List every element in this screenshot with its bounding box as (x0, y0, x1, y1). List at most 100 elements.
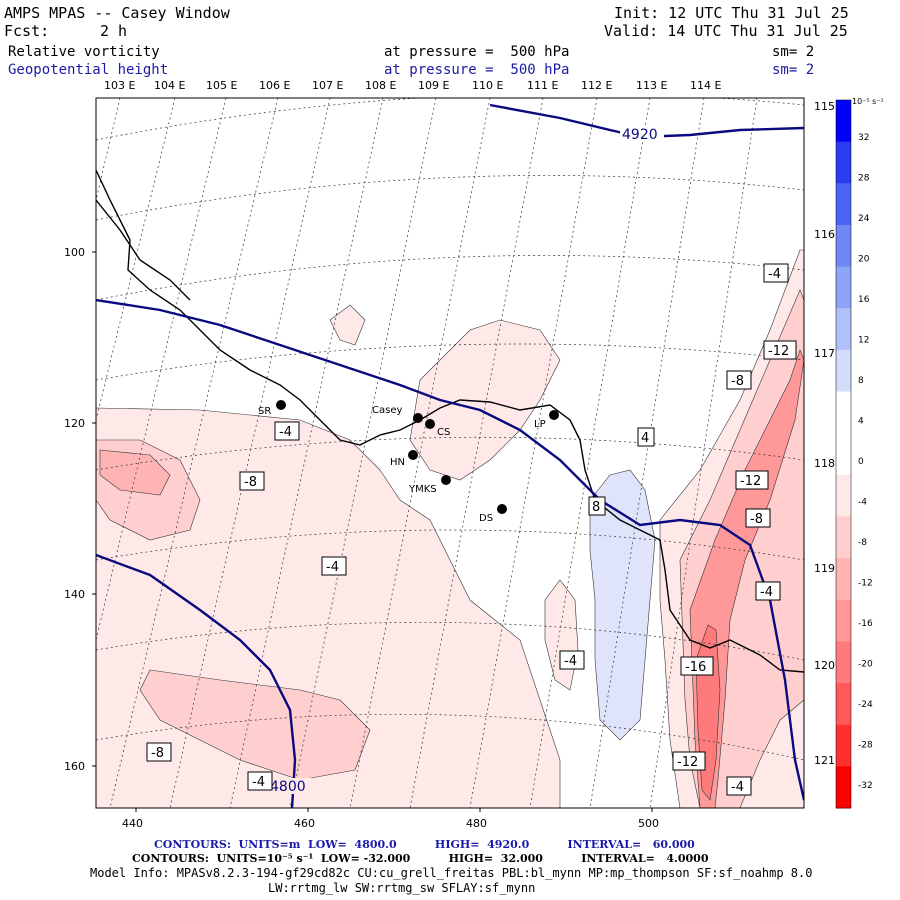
colorbar-tick-label: -4 (858, 498, 867, 508)
colorbar-swatch (836, 433, 851, 476)
colorbar-tick-label: 12 (858, 336, 869, 346)
vort-label: -16 (685, 660, 706, 675)
colorbar-swatch (836, 558, 851, 601)
meridian-line (349, 98, 491, 808)
meridian-line (289, 98, 437, 808)
colorbar-swatch (836, 183, 851, 226)
vort-label-box (735, 470, 769, 490)
x-tick-label: 500 (638, 817, 659, 830)
colorbar-tick-label: 28 (858, 174, 870, 184)
vort-label: -12 (768, 344, 789, 359)
x-tick-label: 480 (466, 817, 487, 830)
lon-label: 110 E (472, 79, 503, 92)
vorticity-shade-mid-sw (139, 669, 371, 781)
lon-label: 108 E (365, 79, 396, 92)
lon-label: 107 E (312, 79, 343, 92)
meridian-line (229, 98, 384, 808)
colorbar-tick-label: 8 (858, 376, 864, 386)
x-axis: 440 460 480 500 (122, 808, 659, 830)
colorbar-swatch (836, 724, 851, 767)
colorbar-tick-label: -12 (858, 579, 873, 589)
model-title: AMPS MPAS -- Casey Window (4, 4, 230, 22)
colorbar-tick-label: 24 (858, 214, 870, 224)
parallel-line (96, 255, 804, 301)
station-label: CS (437, 427, 450, 438)
coastline-line (96, 199, 191, 301)
colorbar-tick-label: -8 (858, 538, 867, 548)
station-marker (441, 475, 451, 485)
height-contour-info: CONTOURS: UNITS=m LOW= 4800.0 HIGH= 4920… (154, 838, 695, 851)
vort-label: -4 (768, 267, 781, 282)
colorbar-tick-label: -16 (858, 619, 873, 629)
parallel-line (96, 98, 804, 141)
field2-level: at pressure = 500 hPa (384, 62, 570, 78)
lon-label: 113 E (636, 79, 667, 92)
x-tick-label: 460 (294, 817, 315, 830)
lon-label: 109 E (418, 79, 449, 92)
meridian-line (409, 98, 544, 808)
vort-label-box (274, 421, 300, 441)
vort-label: -12 (677, 755, 698, 770)
valid-time: Valid: 14 UTC Thu 31 Jul 25 (604, 22, 848, 40)
parallel-line (96, 436, 804, 471)
vort-label: -8 (750, 512, 763, 527)
meridian-line (469, 98, 598, 808)
colorbar-swatch (836, 641, 851, 684)
field2-name: Geopotential height (8, 62, 169, 78)
colorbar-tick-label: 20 (858, 255, 870, 265)
model-info: Model Info: MPASv8.2.3-194-gf29cd82c CU:… (90, 866, 813, 880)
field2-smoothing: sm= 2 (772, 62, 815, 78)
colorbar-swatch (836, 141, 851, 184)
vorticity-contour-info: CONTOURS: UNITS=10⁻⁵ s⁻¹ LOW= -32.000 HI… (132, 852, 709, 865)
fcst-value: 2 h (100, 22, 128, 40)
y-tick-label: 160 (64, 760, 85, 773)
graticule (96, 98, 804, 808)
colorbar-tick-label: 4 (858, 417, 864, 427)
vorticity-shade-deep-west (99, 449, 171, 496)
vort-label-box (559, 650, 585, 670)
colorbar: 10⁻⁵ s⁻¹ 32 28 24 20 16 12 8 4 0 -4 -8 -12 -16 -20 -24… (835, 97, 884, 809)
vort-label-box (247, 771, 273, 791)
model-info-line2: LW:rrtmg_lw SW:rrtmg_sw SFLAY:sf_mynn (268, 881, 536, 895)
vort-label: -4 (731, 780, 744, 795)
coastline (96, 169, 804, 673)
lon-label: 114 E (690, 79, 721, 92)
vorticity-labels: -4 -8 -4 -8 -4 -4 -4 8 4 -8 -12 -12 -8 -… (146, 263, 797, 796)
colorbar-border (835, 99, 852, 809)
field1-level: at pressure = 500 hPa (384, 44, 570, 60)
vort-label-box (321, 556, 347, 576)
coastline-line (96, 169, 804, 673)
parallel-line (96, 529, 804, 561)
colorbar-swatch (836, 683, 851, 726)
colorbar-tick-label: 16 (858, 295, 870, 305)
vort-label: 4 (641, 431, 649, 446)
colorbar-tick-label: 0 (858, 457, 864, 467)
station-label: Casey (372, 405, 402, 416)
meridian-line (96, 98, 176, 421)
height-contour-4800 (96, 553, 297, 808)
parallel-line (96, 343, 804, 381)
vort-label: -4 (760, 585, 773, 600)
vort-label-box (763, 263, 789, 283)
vorticity-shade-blue (589, 469, 656, 741)
height-label-bg (268, 778, 312, 794)
lon-label: 105 E (206, 79, 237, 92)
y-axis: 100 120 140 160 (64, 246, 96, 773)
vort-label: 8 (592, 500, 600, 515)
vorticity-fill (96, 249, 804, 808)
y-tick-label: 100 (64, 246, 85, 259)
fcst-label: Fcst: (4, 22, 50, 40)
map-frame (95, 97, 805, 809)
colorbar-tick-label: -32 (858, 781, 873, 791)
colorbar-tick-label: 32 (858, 133, 869, 143)
station-marker (408, 450, 418, 460)
colorbar-swatch (836, 100, 851, 143)
parallel-line (96, 175, 804, 221)
colorbar-swatch (836, 224, 851, 268)
vort-label: -12 (740, 474, 761, 489)
colorbar-unit: 10⁻⁵ s⁻¹ (852, 97, 884, 106)
vort-label: -8 (244, 475, 257, 490)
colorbar-swatch (836, 766, 851, 809)
station-label: DS (479, 513, 493, 524)
